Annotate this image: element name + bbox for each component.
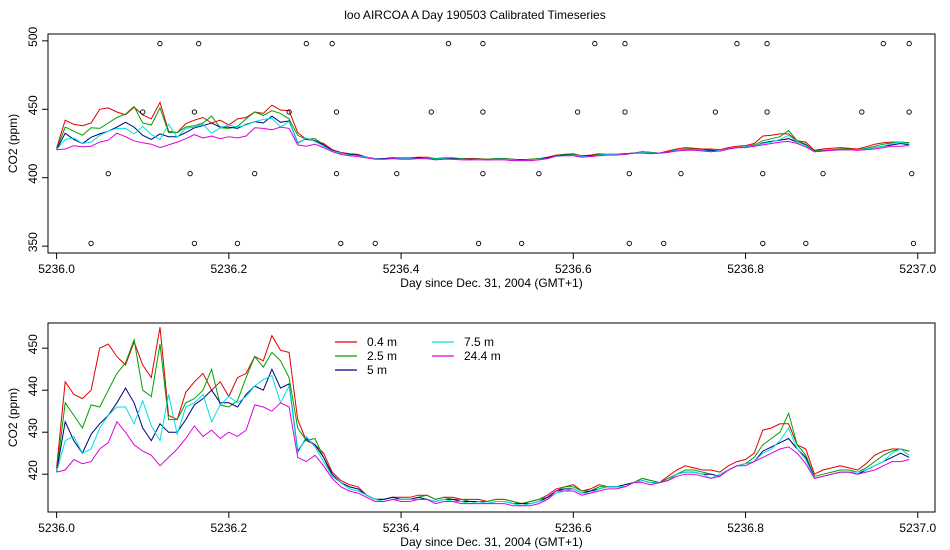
series-line-5-m (56, 115, 910, 161)
data-point (157, 40, 163, 47)
data-point (909, 170, 915, 177)
x-tick-label: 5236.6 (555, 521, 592, 535)
legend-label: 24.4 m (464, 349, 501, 363)
data-point (286, 109, 292, 115)
data-point (333, 109, 340, 115)
x-tick-label: 5236.2 (210, 262, 247, 276)
data-point (906, 40, 912, 47)
data-point (764, 109, 770, 115)
x-tick-label: 5236.0 (38, 262, 75, 276)
legend-label: 5 m (367, 363, 387, 377)
data-point (338, 240, 344, 247)
data-point (712, 109, 719, 115)
y-tick-label: 420 (26, 460, 40, 480)
data-point (480, 170, 486, 177)
x-axis-label: Day since Dec. 31, 2004 (GMT+1) (400, 535, 582, 549)
data-point (622, 40, 628, 47)
legend-label: 2.5 m (367, 349, 397, 363)
data-point (678, 170, 684, 177)
data-point (475, 240, 482, 247)
data-point (626, 240, 632, 247)
data-point (803, 240, 809, 247)
legend-label: 7.5 m (464, 335, 494, 349)
plot-frame (47, 33, 936, 254)
data-point (88, 240, 94, 247)
data-point (536, 170, 542, 177)
series-line-2-5-m (56, 337, 910, 505)
series-line-0-4-m (56, 327, 910, 505)
x-tick-label: 5236.4 (383, 521, 420, 535)
x-tick-label: 5236.0 (38, 521, 75, 535)
data-point (372, 240, 378, 247)
data-point (140, 109, 146, 115)
data-point (105, 170, 111, 177)
chart-panel-2: 5236.0 5236.2 5236.4 5236.6 5236.8 5237.0 420 4… (6, 322, 936, 549)
y-tick-label: 500 (26, 27, 40, 47)
data-point (574, 109, 581, 115)
x-tick-label: 5236.6 (555, 262, 592, 276)
series-group (56, 327, 910, 507)
page-title: loo AIRCOA A Day 190503 Calibrated Times… (344, 8, 606, 22)
data-point (910, 240, 917, 247)
series-line-7-5-m (56, 374, 910, 507)
data-point (820, 170, 826, 177)
series-group (56, 101, 910, 162)
y-tick-label: 450 (26, 334, 40, 354)
data-point (187, 170, 193, 177)
y-tick-label: 450 (26, 95, 40, 115)
data-point (394, 170, 400, 177)
x-tick-label: 5236.4 (383, 262, 420, 276)
data-point (592, 40, 598, 47)
data-point (518, 240, 525, 247)
data-point (252, 170, 258, 177)
data-point (196, 40, 202, 47)
y-axis-label: CO2 (ppm) (6, 114, 20, 173)
data-point (329, 40, 335, 47)
x-tick-label: 5237.0 (899, 521, 936, 535)
data-point (760, 170, 766, 177)
legend-label: 0.4 m (367, 335, 397, 349)
x-tick-label: 5237.0 (899, 262, 936, 276)
x-axis-label: Day since Dec. 31, 2004 (GMT+1) (400, 276, 582, 290)
data-point (445, 40, 452, 47)
x-tick-label: 5236.8 (727, 262, 764, 276)
data-point (428, 109, 434, 115)
data-point (764, 40, 770, 47)
y-tick-label: 440 (26, 376, 40, 396)
data-point (906, 109, 912, 115)
data-point (303, 40, 309, 47)
y-tick-label: 430 (26, 418, 40, 438)
y-axis-label: CO2 (ppm) (6, 388, 20, 447)
data-point (626, 170, 632, 177)
data-point (333, 170, 340, 177)
data-point (661, 240, 667, 247)
x-tick-label: 5236.2 (210, 521, 247, 535)
chart-panel-1: 5236.0 5236.2 5236.4 5236.6 5236.8 5237.0 350 4… (6, 27, 936, 290)
data-point (859, 109, 865, 115)
x-tick-label: 5236.8 (727, 521, 764, 535)
data-point (480, 109, 486, 115)
data-point (191, 240, 198, 247)
series-line-0-4-m (56, 101, 910, 161)
data-point (734, 40, 740, 47)
data-point (880, 40, 886, 47)
series-line-5-m (56, 367, 910, 505)
data-point (760, 240, 766, 247)
series-line-24-4-m (56, 126, 910, 162)
series-line-24-4-m (56, 402, 910, 507)
data-point (191, 109, 198, 115)
y-tick-label: 350 (26, 232, 40, 252)
data-point (234, 240, 241, 247)
data-point (480, 40, 486, 47)
plot-frame (47, 322, 936, 513)
y-tick-label: 400 (26, 163, 40, 183)
data-point (622, 109, 628, 115)
